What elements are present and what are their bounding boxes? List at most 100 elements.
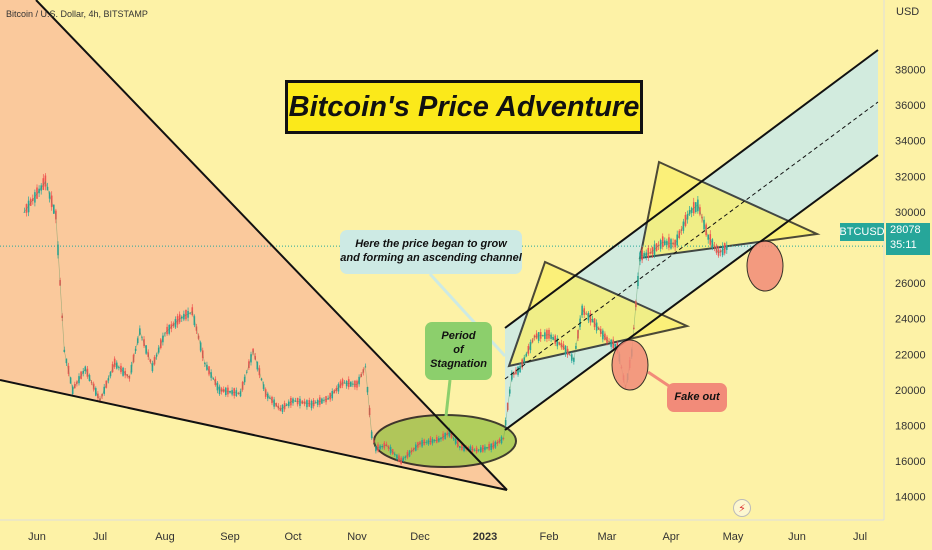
x-tick-label: 2023 (473, 531, 497, 543)
candle-body (546, 330, 548, 339)
candle-body (548, 329, 550, 339)
chart-title: Bitcoin's Price Adventure (288, 90, 640, 123)
candle-body (178, 314, 181, 323)
candle-body (281, 404, 284, 412)
candle-body (709, 234, 712, 245)
downtrend-resistance-line (35, 0, 508, 491)
stagnation-line2: of (453, 344, 464, 357)
candle-body (187, 310, 189, 318)
y-tick-label: 30000 (895, 207, 926, 219)
candle-body (44, 175, 47, 187)
candle-body (235, 390, 238, 396)
candle-body (556, 338, 559, 347)
candle-body (564, 345, 567, 355)
candle-body (544, 332, 546, 339)
candle-body (185, 310, 187, 320)
y-tick-label: 26000 (895, 278, 926, 290)
stagnation-line1: Period (441, 330, 476, 343)
candle-body (233, 388, 236, 396)
candle-body (341, 379, 344, 386)
candle-body (723, 243, 726, 254)
stagnation-pointer (444, 379, 452, 417)
candle-body (225, 387, 227, 396)
candle-body (174, 319, 177, 328)
chart-title-box: Bitcoin's Price Adventure (285, 80, 643, 134)
candle-body (539, 332, 542, 339)
y-tick-label: 14000 (895, 492, 926, 504)
candle-body (421, 440, 423, 447)
channel-note-pointer (428, 272, 507, 358)
fake-out-label: Fake out (674, 390, 720, 403)
symbol-tag: BTCUSD (839, 223, 885, 241)
candle-body (308, 400, 311, 407)
candle-body (176, 316, 179, 325)
triangle-pattern-2 (638, 160, 821, 260)
channel-note-line1: Here the price began to grow (355, 238, 507, 251)
x-tick-label: Jul (853, 531, 867, 543)
y-tick-label: 18000 (895, 421, 926, 433)
candle-body (517, 366, 519, 375)
candle-body (661, 236, 664, 247)
candle-body (721, 246, 724, 256)
downtrend-support-line (0, 379, 508, 491)
candle-body (477, 449, 480, 451)
downtrend-wedge (0, 0, 507, 490)
lightning-icon[interactable]: ⚡ (733, 499, 751, 517)
channel-annotation: Here the price began to grow and forming… (340, 230, 522, 274)
candle-body (354, 380, 356, 388)
candle-body (337, 384, 340, 392)
candle-body (647, 248, 650, 259)
bar-countdown: 35:11 (890, 239, 917, 251)
y-tick-label: 36000 (895, 100, 926, 112)
candle-body (651, 247, 654, 255)
candle-body (306, 400, 308, 408)
candle-body (429, 437, 432, 445)
candle-body (610, 339, 612, 347)
x-tick-label: Feb (540, 531, 559, 543)
x-tick-label: Jun (28, 531, 46, 543)
symbol-header: Bitcoin / U.S. Dollar, 4h, BITSTAMP (6, 9, 148, 19)
candle-body (461, 444, 463, 450)
y-tick-label: 38000 (895, 65, 926, 77)
candle-body (435, 437, 438, 443)
channel-note-line2: and forming an ascending channel (340, 252, 522, 264)
candle-body (191, 307, 194, 316)
candle-body (227, 387, 229, 395)
current-price: 28078 (890, 224, 921, 236)
current-price-tag: 28078 35:11 (886, 223, 930, 255)
candle-body (122, 367, 124, 376)
candle-body (42, 178, 45, 190)
candle-body (290, 397, 292, 406)
candle-body (695, 202, 697, 213)
candle-body (554, 335, 557, 344)
candle-body (692, 202, 695, 214)
candle-body (670, 239, 672, 249)
x-tick-label: Apr (662, 531, 679, 543)
y-axis-unit-label: USD (896, 6, 919, 18)
triangle-pattern-1 (507, 260, 691, 368)
candle-body (668, 237, 670, 248)
candle-body (377, 444, 379, 451)
candle-body (34, 192, 36, 203)
candle-body (589, 313, 592, 323)
candle-body (166, 326, 168, 335)
candle-body (537, 332, 540, 341)
candle-body (612, 339, 614, 349)
candle-body (442, 433, 444, 440)
candle-body (27, 200, 30, 213)
y-tick-label: 32000 (895, 171, 926, 183)
candle-body (488, 443, 490, 450)
x-tick-label: Aug (155, 531, 175, 543)
candle-body (655, 243, 658, 251)
x-tick-label: Oct (284, 531, 301, 543)
y-tick-label: 16000 (895, 456, 926, 468)
candle-body (218, 386, 221, 395)
candle-body (168, 324, 170, 334)
stagnation-line3: Stagnation (430, 357, 487, 370)
x-tick-label: Jul (93, 531, 107, 543)
candle-body (490, 443, 492, 450)
x-tick-label: Mar (598, 531, 617, 543)
y-tick-label: 22000 (895, 349, 926, 361)
